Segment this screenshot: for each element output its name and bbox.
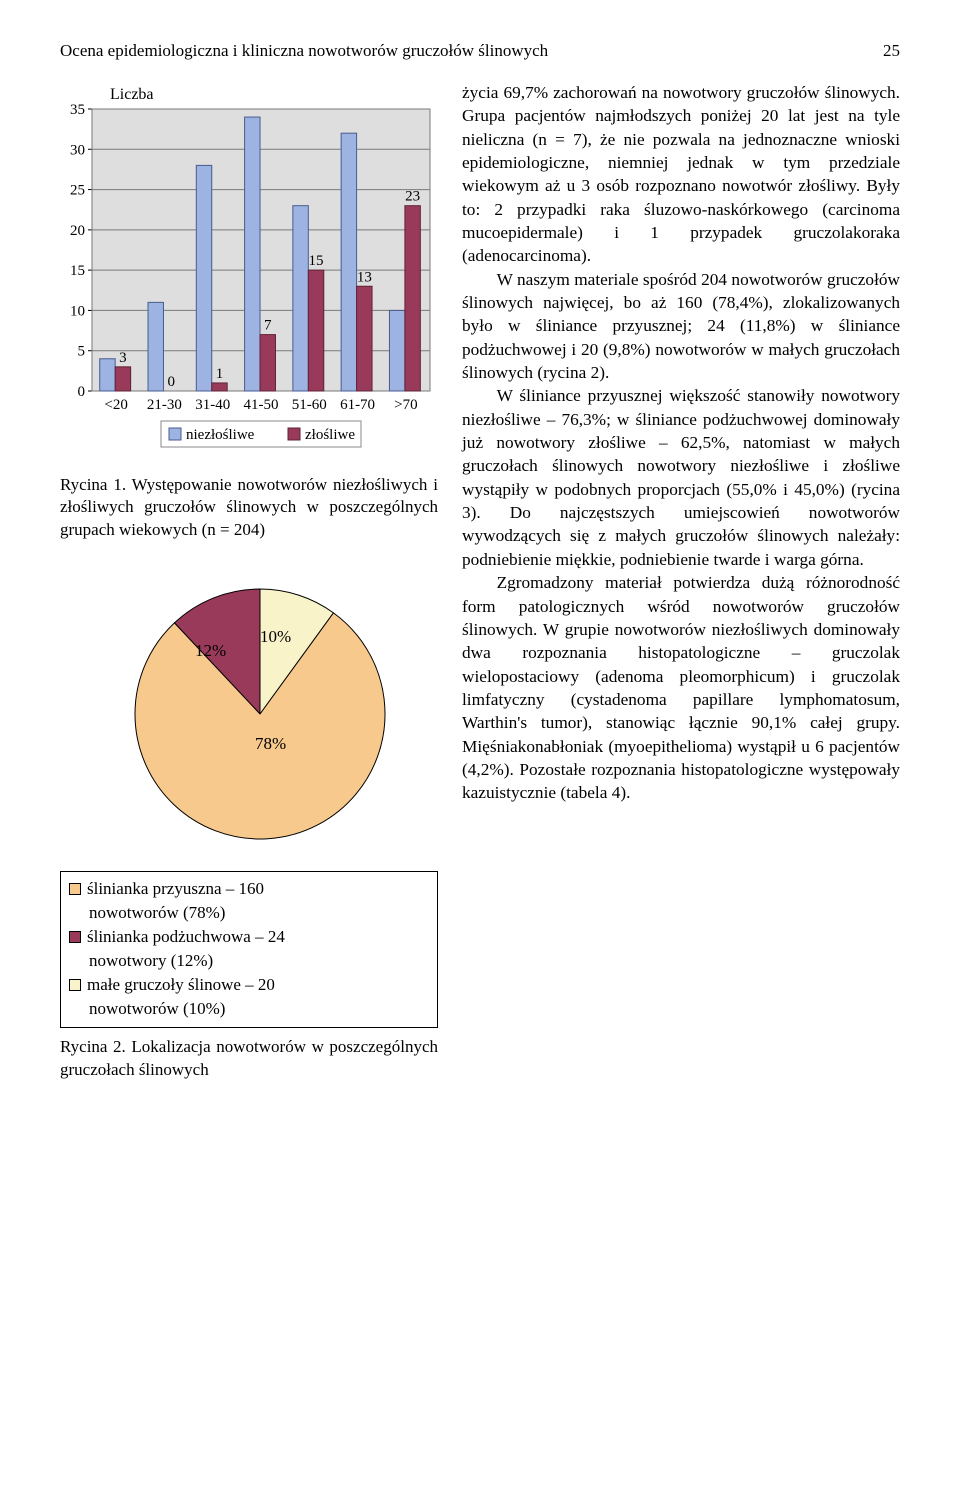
figure2-caption: Rycina 2. Lokalizacja nowotworów w poszc… [60,1036,438,1082]
svg-text:Liczba: Liczba [110,86,154,103]
svg-text:35: 35 [70,102,85,118]
pie-legend: ślinianka przyuszna – 160nowotworów (78%… [60,871,438,1028]
svg-text:13: 13 [357,269,372,285]
svg-text:21-30: 21-30 [147,397,182,413]
svg-text:złośliwe: złośliwe [305,427,355,443]
svg-text:51-60: 51-60 [292,397,327,413]
svg-text:41-50: 41-50 [244,397,279,413]
bar-chart-figure1: Liczba 0 5 10 15 20 25 30 35 3 <20 0 21-30 1 31-40 7 41-… [60,81,438,468]
svg-text:20: 20 [70,223,85,239]
svg-text:12%: 12% [195,641,226,660]
svg-text:61-70: 61-70 [340,397,375,413]
svg-text:10: 10 [70,303,85,319]
svg-text:<20: <20 [104,397,127,413]
running-title: Ocena epidemiologiczna i kliniczna nowot… [60,40,548,63]
bar-chart-svg: Liczba 0 5 10 15 20 25 30 35 3 <20 0 21-30 1 31-40 7 41-… [60,81,438,461]
svg-text:5: 5 [78,344,86,360]
svg-text:15: 15 [70,263,85,279]
svg-text:niezłośliwe: niezłośliwe [186,427,255,443]
svg-text:0: 0 [167,374,175,390]
svg-text:31-40: 31-40 [195,397,230,413]
svg-text:>70: >70 [394,397,417,413]
pie-chart-figure2: 12% 10% 78% ślinianka przyuszna – 160nowot… [60,564,438,1027]
svg-text:30: 30 [70,142,85,158]
svg-text:0: 0 [78,384,86,400]
svg-text:7: 7 [264,318,272,334]
svg-text:23: 23 [405,189,420,205]
svg-text:10%: 10% [260,627,291,646]
svg-text:3: 3 [119,350,127,366]
pie-chart-svg: 12% 10% 78% [60,564,438,854]
svg-text:25: 25 [70,183,85,199]
running-header: Ocena epidemiologiczna i kliniczna nowot… [60,40,900,63]
svg-text:1: 1 [216,366,224,382]
svg-text:78%: 78% [255,734,286,753]
figure1-caption: Rycina 1. Występowanie nowotworów niezło… [60,474,438,543]
svg-text:15: 15 [309,253,324,269]
page-number: 25 [883,40,900,63]
